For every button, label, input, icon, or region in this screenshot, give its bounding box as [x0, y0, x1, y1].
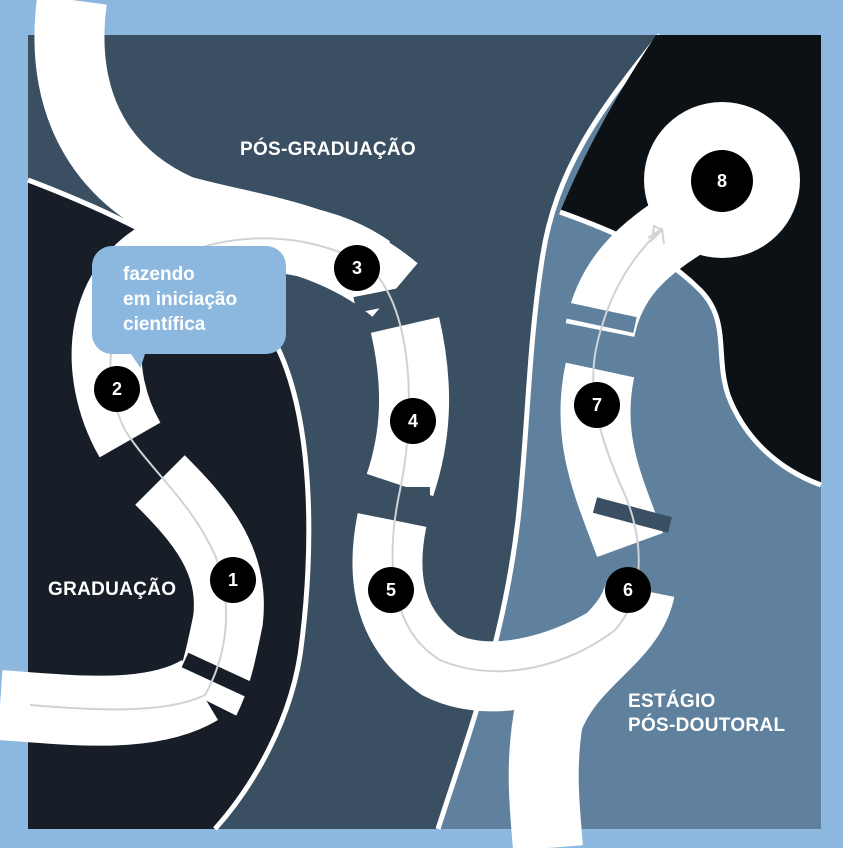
region-pos-doutoral-label: PÓS-DOUTORAL: [628, 715, 786, 736]
step-marker-8: 8: [691, 150, 753, 212]
bubble-line-1: fazendo: [123, 264, 195, 285]
step-marker-1: 1: [210, 557, 256, 603]
road-segment-bottom: [508, 580, 675, 848]
step-marker-5: 5: [368, 567, 414, 613]
arrow-head: [647, 224, 665, 245]
road-gaps-blue: [563, 302, 637, 333]
bubble-line-2: em iniciação: [123, 289, 238, 310]
region-pos-graduacao-label: PÓS-GRADUAÇÃO: [240, 139, 416, 160]
step-marker-2: 2: [94, 366, 140, 412]
road-gaps-dark: [125, 433, 254, 698]
step-marker-7: 7: [574, 382, 620, 428]
step-marker-4: 4: [390, 398, 436, 444]
region-estagio-label: ESTÁGIO: [628, 691, 716, 712]
bubble-line-3: científica: [123, 314, 206, 335]
speech-bubble: fazendo em iniciação científica: [92, 246, 286, 354]
region-graduacao-label: GRADUAÇÃO: [48, 579, 177, 600]
road-segment-bottom-left: [0, 659, 218, 746]
step-marker-3: 3: [334, 245, 380, 291]
step-marker-6: 6: [605, 567, 651, 613]
